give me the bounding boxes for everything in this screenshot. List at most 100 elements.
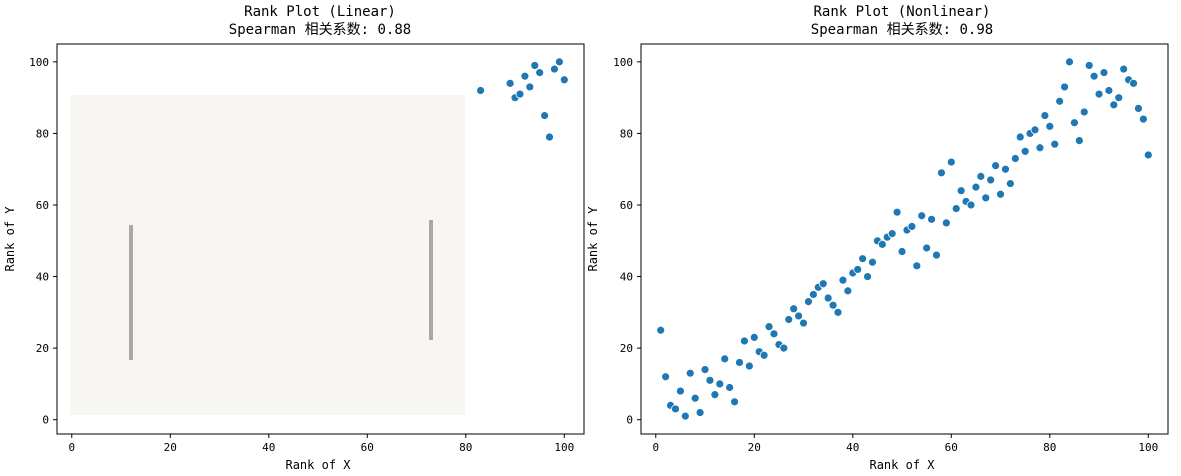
x-tick-label: 20 [164,441,177,454]
data-point [981,193,991,203]
right-axes-frame [640,43,1169,435]
data-point [976,171,986,181]
data-point [1001,164,1010,174]
data-point [1143,150,1153,160]
data-point [843,286,853,296]
left-panel: Rank Plot (Linear) Spearman 相关系数: 0.88 0… [3,4,585,472]
left-title: Rank Plot (Linear) [244,4,396,20]
right-panel: Rank Plot (Nonlinear) Spearman 相关系数: 0.9… [586,4,1169,472]
y-tick-label: 20 [620,342,633,355]
data-point [1055,96,1065,106]
x-tick-label: 80 [1043,441,1056,454]
x-tick-label: 40 [846,441,859,454]
data-point [1114,93,1124,103]
data-point [715,379,725,389]
data-point [804,297,813,307]
data-point [1030,125,1040,135]
left-obscuring-overlay [70,95,465,415]
data-point [946,157,956,167]
data-point [1045,121,1055,131]
data-point [680,411,690,421]
data-point [868,257,877,267]
data-point [1005,179,1015,188]
data-point [794,311,804,321]
data-point [735,358,744,367]
data-point [838,275,848,285]
data-point [863,272,872,281]
data-point [690,393,700,403]
left-ticks: 0 20 40 60 80 100 0 20 40 60 80 100 [29,56,574,454]
y-tick-label: 40 [36,271,49,284]
data-point [656,325,666,335]
data-point [892,207,902,217]
data-point [1138,114,1148,124]
right-plot-area [641,44,1168,434]
data-point [1094,89,1104,99]
data-point [1010,154,1020,163]
data-point [550,64,559,74]
x-tick-label: 80 [459,441,472,454]
left-ylabel: Rank of Y [3,206,17,272]
x-tick-label: 20 [748,441,761,454]
x-tick-label: 100 [1138,441,1158,454]
data-point [671,404,680,414]
data-point [922,243,932,253]
data-point [828,300,838,310]
data-point [784,315,794,324]
data-point [779,343,789,353]
data-point [520,71,530,81]
data-point [858,254,868,264]
data-point [764,322,774,332]
y-tick-label: 60 [620,199,633,212]
data-point [1099,68,1109,78]
data-point [991,161,1001,171]
data-point [932,250,941,260]
data-point [937,168,946,178]
data-point [996,189,1005,199]
data-point [966,200,976,210]
data-point [1015,132,1025,142]
y-tick-label: 20 [36,342,49,355]
data-point [823,293,833,303]
x-tick-label: 40 [262,441,275,454]
data-point [695,408,705,417]
data-point [554,57,564,67]
overlay-fill [70,95,465,415]
y-tick-label: 100 [29,56,49,69]
left-subtitle: Spearman 相关系数: 0.88 [229,22,411,38]
data-point [685,368,695,378]
overlay-streak-right [429,220,433,340]
data-point [941,218,951,228]
data-point [720,354,730,364]
data-point [1070,118,1079,128]
data-point [1109,100,1119,110]
data-point [1065,57,1074,67]
x-tick-label: 0 [652,441,659,454]
x-tick-label: 100 [554,441,574,454]
overlay-streak-left [129,225,133,360]
y-tick-label: 60 [36,199,49,212]
left-xlabel: Rank of X [285,458,351,472]
data-point [705,375,715,385]
data-point [1084,61,1094,70]
right-subtitle: Spearman 相关系数: 0.98 [811,22,993,38]
data-point [1089,71,1099,81]
data-point [927,214,936,224]
right-points [656,57,1153,421]
x-tick-label: 60 [361,441,374,454]
data-point [789,304,799,314]
right-ylabel: Rank of Y [586,206,600,272]
data-point [661,372,671,382]
data-point [1020,146,1030,156]
data-point [907,222,917,231]
y-tick-label: 100 [613,56,633,69]
data-point [730,397,739,407]
data-point [545,132,554,142]
y-tick-label: 0 [626,414,633,427]
data-point [956,186,966,196]
data-point [710,390,720,400]
data-point [505,78,515,88]
data-point [749,332,759,342]
left-axes-frame [56,43,585,435]
